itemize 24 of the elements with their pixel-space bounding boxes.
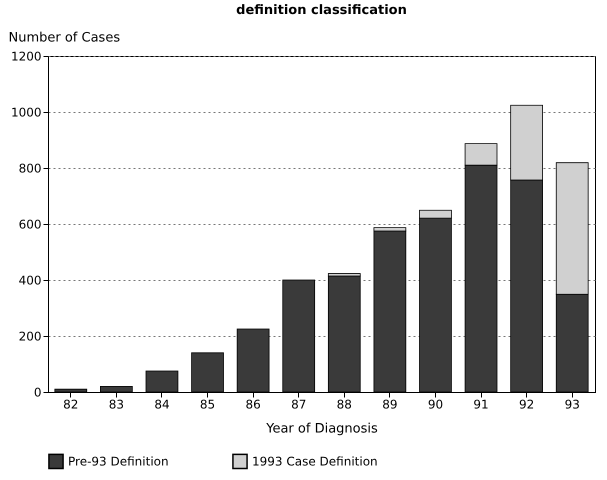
x-tick-label: 84 — [154, 398, 170, 412]
x-tick-label: 85 — [200, 398, 216, 412]
y-axis-title: Number of Cases — [8, 30, 120, 46]
y-tick-label: 600 — [18, 218, 42, 232]
x-tick-label: 93 — [564, 398, 580, 412]
x-tick-label: 89 — [382, 398, 398, 412]
legend-label: 1993 Case Definition — [252, 454, 378, 468]
x-tick-label: 86 — [245, 398, 261, 412]
x-tick-label: 83 — [108, 398, 124, 412]
x-tick-label: 87 — [291, 398, 306, 412]
y-tick-label: 800 — [18, 162, 42, 176]
y-tick-label: 1200 — [10, 50, 42, 64]
chart-title: definition classification — [236, 3, 407, 18]
x-tick-label: 90 — [428, 398, 444, 412]
y-tick-label: 0 — [34, 386, 42, 400]
y-tick-label: 200 — [18, 330, 42, 344]
y-tick-label: 1000 — [10, 106, 42, 120]
legend-label: Pre-93 Definition — [68, 454, 169, 468]
x-tick-label: 92 — [518, 398, 534, 412]
x-tick-label: 82 — [63, 398, 78, 412]
x-axis-title: Year of Diagnosis — [265, 422, 378, 436]
x-tick-label: 91 — [473, 398, 489, 412]
x-tick-label: 88 — [336, 398, 352, 412]
y-tick-label: 400 — [18, 274, 42, 288]
